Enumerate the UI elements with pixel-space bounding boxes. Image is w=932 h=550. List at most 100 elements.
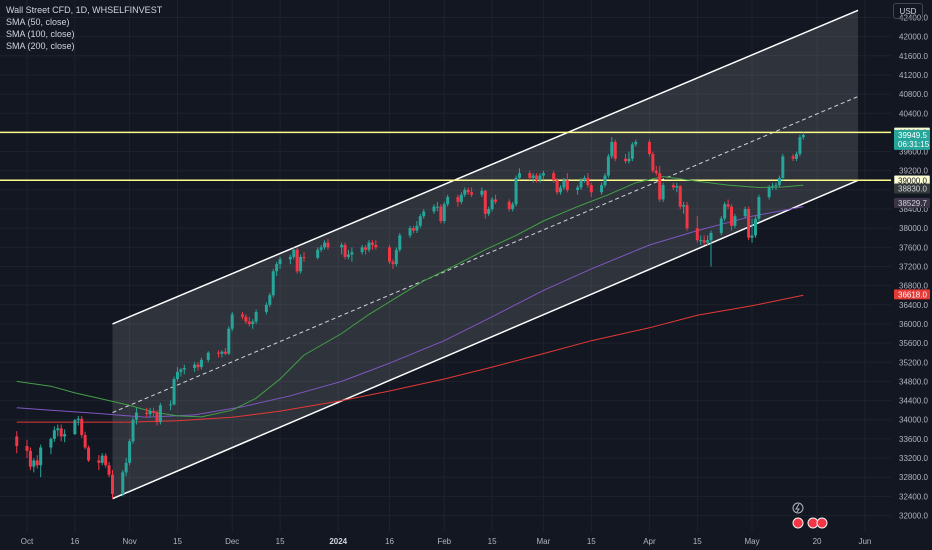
candle-up [446,194,450,207]
sma100-line [16,206,804,418]
price-tag-label: 39000.0 [898,176,927,185]
candle-up [340,242,344,255]
candle-down [647,139,651,157]
candle-body [271,271,275,296]
time-tick-label: Oct [21,537,34,546]
candle-up [627,151,631,164]
candle-body [134,412,138,420]
candle-up [278,256,282,269]
candle-down [671,182,675,190]
candle-body [507,201,511,210]
candle-body [459,194,463,202]
candle-up [193,362,197,372]
candle-body [39,447,43,466]
candle-body [777,177,781,186]
candle-up [227,326,231,356]
candle-up [490,197,494,212]
price-tick-label: 42000.0 [899,33,928,42]
candle-up [743,206,747,219]
price-tag-label: 38830.0 [898,184,927,193]
time-axis[interactable]: Oct 16 Nov 15 Dec 15 2024 16 Feb 15 Mar 15 Apr 15 May 2… [21,537,872,546]
candle-up [757,194,761,222]
candle-up [367,240,371,253]
time-tick-label: Jun [858,537,871,546]
time-tick-label: 16 [70,537,79,546]
candle-up [709,230,713,267]
price-tag: 38830.0 [894,183,930,194]
candle-up [288,254,292,265]
candle-body [223,351,227,354]
symbol-title[interactable]: Wall Street CFD, 1D, WHSELFINVEST [6,5,163,15]
candle-up [562,177,566,190]
candle-up [459,192,463,205]
sma50-line [16,175,804,418]
candle-up [360,244,364,255]
candle-down [456,194,460,207]
candle-body [80,418,84,436]
price-tag: 36618.0 [894,289,930,300]
event-icon[interactable] [816,517,828,529]
candle-body [244,316,248,322]
candle-body [723,204,727,219]
horizontal-lines[interactable] [0,131,891,182]
candle-body [709,232,713,241]
candle-down [726,199,730,210]
candle-up [199,357,203,370]
candle-body [251,321,255,324]
candle-up [777,175,781,188]
event-icon[interactable] [792,517,804,529]
candle-body [589,185,593,193]
candle-body [182,368,186,370]
candle-body [634,142,638,145]
candle-body [606,156,610,176]
price-tag-box [894,129,930,150]
candle-body [791,156,795,159]
sma50-legend[interactable]: SMA (50, close) [6,17,70,27]
currency-button[interactable]: USD [893,3,923,19]
candle-body [391,261,395,265]
candle-down [624,153,627,164]
flash-icon[interactable] [792,502,804,514]
candle-body [56,428,60,431]
candle-body [124,462,128,473]
candle-down [466,187,470,195]
candle-down [552,170,556,183]
candle-body [565,180,569,190]
candle-body [487,209,491,214]
candle-body [630,144,634,159]
candle-body [801,134,805,138]
price-axis-background[interactable] [891,0,932,550]
candle-up [675,182,679,193]
candle-body [131,419,135,442]
channel-upper-line [112,9,859,325]
candle-body [394,249,398,265]
candle-body [59,428,63,437]
alert-icons[interactable] [792,502,828,529]
candle-down [528,170,532,181]
candle-up [206,351,210,363]
time-tick-label: 15 [173,537,182,546]
candle-body [374,244,378,248]
candle-body [730,206,734,226]
price-tick-label: 32400.0 [899,492,928,501]
candle-up [32,458,36,473]
candle-body [364,247,368,250]
candle-body [528,173,532,178]
candle-up [268,292,272,308]
candle-body [624,158,627,162]
time-tick-label: 15 [276,537,285,546]
price-tick-label: 33200.0 [899,454,928,463]
candle-up [169,400,173,411]
candle-body [767,187,771,198]
sma100-legend[interactable]: SMA (100, close) [6,29,75,39]
candle-down [535,173,539,183]
candle-up [603,173,607,188]
price-tag-label: 38529.7 [898,199,927,208]
time-tick-label: May [744,537,759,546]
candle-down [370,240,374,250]
sma200-legend[interactable]: SMA (200, close) [6,41,75,51]
candle-down [244,314,248,324]
candle-body [49,438,53,448]
candle-up [73,418,77,436]
